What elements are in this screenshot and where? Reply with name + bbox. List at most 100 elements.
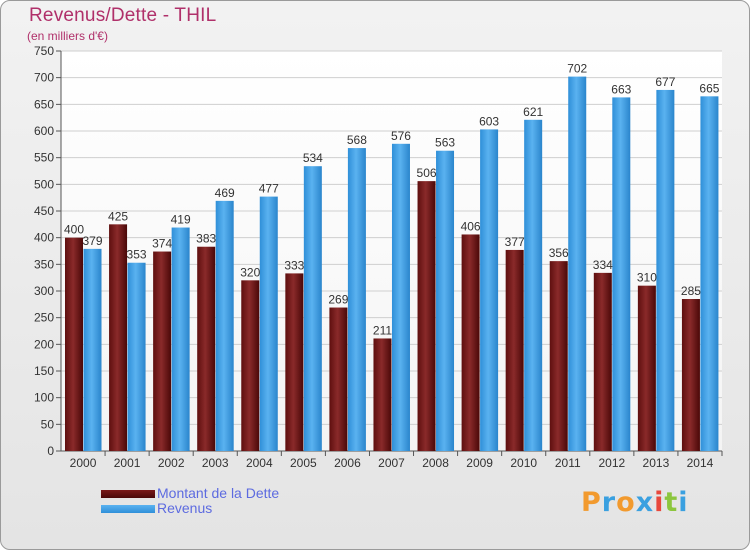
data-label: 333 bbox=[284, 258, 304, 272]
bar-revenue bbox=[215, 200, 234, 451]
x-tick-label: 2000 bbox=[70, 456, 97, 470]
bar-revenue bbox=[171, 227, 190, 451]
data-label: 563 bbox=[435, 136, 455, 150]
y-tick-label: 450 bbox=[34, 204, 54, 218]
data-label: 353 bbox=[127, 248, 147, 262]
bar-debt bbox=[285, 273, 304, 451]
bar-debt bbox=[681, 299, 700, 451]
y-tick-label: 700 bbox=[34, 71, 54, 85]
bar-layer bbox=[65, 76, 719, 452]
data-label: 269 bbox=[328, 293, 348, 307]
x-tick-label: 2007 bbox=[378, 456, 405, 470]
axis-layer: 0 50 100 150 200 250 300 350 400 450 500 550 600 650 7… bbox=[34, 44, 723, 470]
data-label: 419 bbox=[171, 213, 191, 227]
data-label: 374 bbox=[152, 237, 172, 251]
x-tick-label: 2010 bbox=[510, 456, 537, 470]
bar-revenue bbox=[391, 143, 410, 452]
data-label: 477 bbox=[259, 182, 279, 196]
y-tick-label: 600 bbox=[34, 124, 54, 138]
y-tick-label: 250 bbox=[34, 311, 54, 325]
bar-debt bbox=[461, 234, 480, 451]
bar-debt bbox=[417, 181, 436, 451]
bar-revenue bbox=[127, 262, 146, 451]
y-tick-label: 0 bbox=[47, 444, 54, 458]
chart-title: Revenus/Dette - THIL bbox=[29, 5, 217, 26]
bar-debt bbox=[505, 249, 524, 451]
y-tick-label: 550 bbox=[34, 151, 54, 165]
data-label: 534 bbox=[303, 151, 323, 165]
bar-revenue bbox=[83, 248, 102, 451]
data-label: 469 bbox=[215, 186, 235, 200]
x-tick-label: 2014 bbox=[687, 456, 714, 470]
bar-debt bbox=[329, 307, 348, 451]
data-label: 400 bbox=[64, 223, 84, 237]
data-label: 702 bbox=[567, 62, 587, 76]
data-label: 310 bbox=[637, 271, 657, 285]
bar-revenue bbox=[656, 89, 675, 451]
data-label: 603 bbox=[479, 114, 499, 128]
logo-letter: t bbox=[664, 487, 679, 518]
logo-letter: o bbox=[616, 487, 636, 518]
data-label: 663 bbox=[611, 82, 631, 96]
bar-debt bbox=[593, 272, 612, 451]
y-tick-label: 350 bbox=[34, 257, 54, 271]
data-label: 665 bbox=[699, 81, 719, 95]
x-tick-label: 2011 bbox=[555, 456, 581, 470]
bar-revenue bbox=[347, 148, 366, 452]
bar-debt bbox=[65, 237, 83, 451]
bar-debt bbox=[549, 261, 568, 451]
logo-letter: P bbox=[581, 487, 602, 518]
chart-subtitle: (en milliers d'€) bbox=[27, 29, 108, 43]
x-tick-label: 2005 bbox=[290, 456, 317, 470]
data-label: 425 bbox=[108, 209, 128, 223]
data-label: 285 bbox=[681, 284, 701, 298]
x-tick-label: 2002 bbox=[158, 456, 185, 470]
logo-letter: r bbox=[601, 487, 617, 518]
bar-debt bbox=[373, 338, 392, 451]
bar-revenue bbox=[480, 129, 499, 451]
y-tick-label: 500 bbox=[34, 177, 54, 191]
x-tick-label: 2013 bbox=[643, 456, 670, 470]
data-label: 320 bbox=[240, 265, 260, 279]
bar-revenue bbox=[700, 96, 719, 451]
y-tick-label: 50 bbox=[41, 417, 55, 431]
legend-swatch-revenue bbox=[101, 505, 155, 513]
proxiti-logo: Proxiti bbox=[581, 487, 689, 518]
data-label: 568 bbox=[347, 133, 367, 147]
data-label: 576 bbox=[391, 129, 411, 143]
data-label: 356 bbox=[549, 246, 569, 260]
data-label: 377 bbox=[505, 235, 525, 249]
data-label: 621 bbox=[523, 105, 543, 119]
data-label: 211 bbox=[373, 323, 392, 337]
x-tick-label: 2012 bbox=[598, 456, 625, 470]
logo-letter: i bbox=[678, 487, 689, 518]
data-label: 383 bbox=[196, 232, 216, 246]
x-tick-label: 2008 bbox=[422, 456, 449, 470]
bar-revenue bbox=[303, 166, 322, 451]
bar-debt bbox=[197, 246, 216, 451]
bar-revenue bbox=[524, 119, 543, 452]
y-tick-label: 650 bbox=[34, 97, 54, 111]
bar-debt bbox=[241, 280, 260, 451]
logo-letter: i bbox=[654, 487, 665, 518]
bar-revenue bbox=[568, 76, 587, 451]
bar-revenue bbox=[612, 97, 631, 452]
data-label: 506 bbox=[417, 166, 437, 180]
x-tick-label: 2006 bbox=[334, 456, 361, 470]
y-tick-label: 150 bbox=[34, 364, 54, 378]
x-tick-label: 2003 bbox=[202, 456, 229, 470]
data-label: 334 bbox=[593, 258, 613, 272]
legend-swatch-debt bbox=[101, 490, 155, 498]
bar-revenue bbox=[259, 196, 278, 451]
legend-label-revenue: Revenus bbox=[157, 500, 213, 516]
x-tick-label: 2004 bbox=[246, 456, 273, 470]
y-tick-label: 400 bbox=[34, 231, 54, 245]
y-tick-label: 750 bbox=[34, 44, 54, 58]
y-tick-label: 200 bbox=[34, 337, 54, 351]
bar-debt bbox=[153, 251, 172, 451]
plot-area bbox=[61, 51, 722, 451]
data-label: 406 bbox=[461, 219, 481, 233]
x-tick-label: 2001 bbox=[114, 456, 141, 470]
